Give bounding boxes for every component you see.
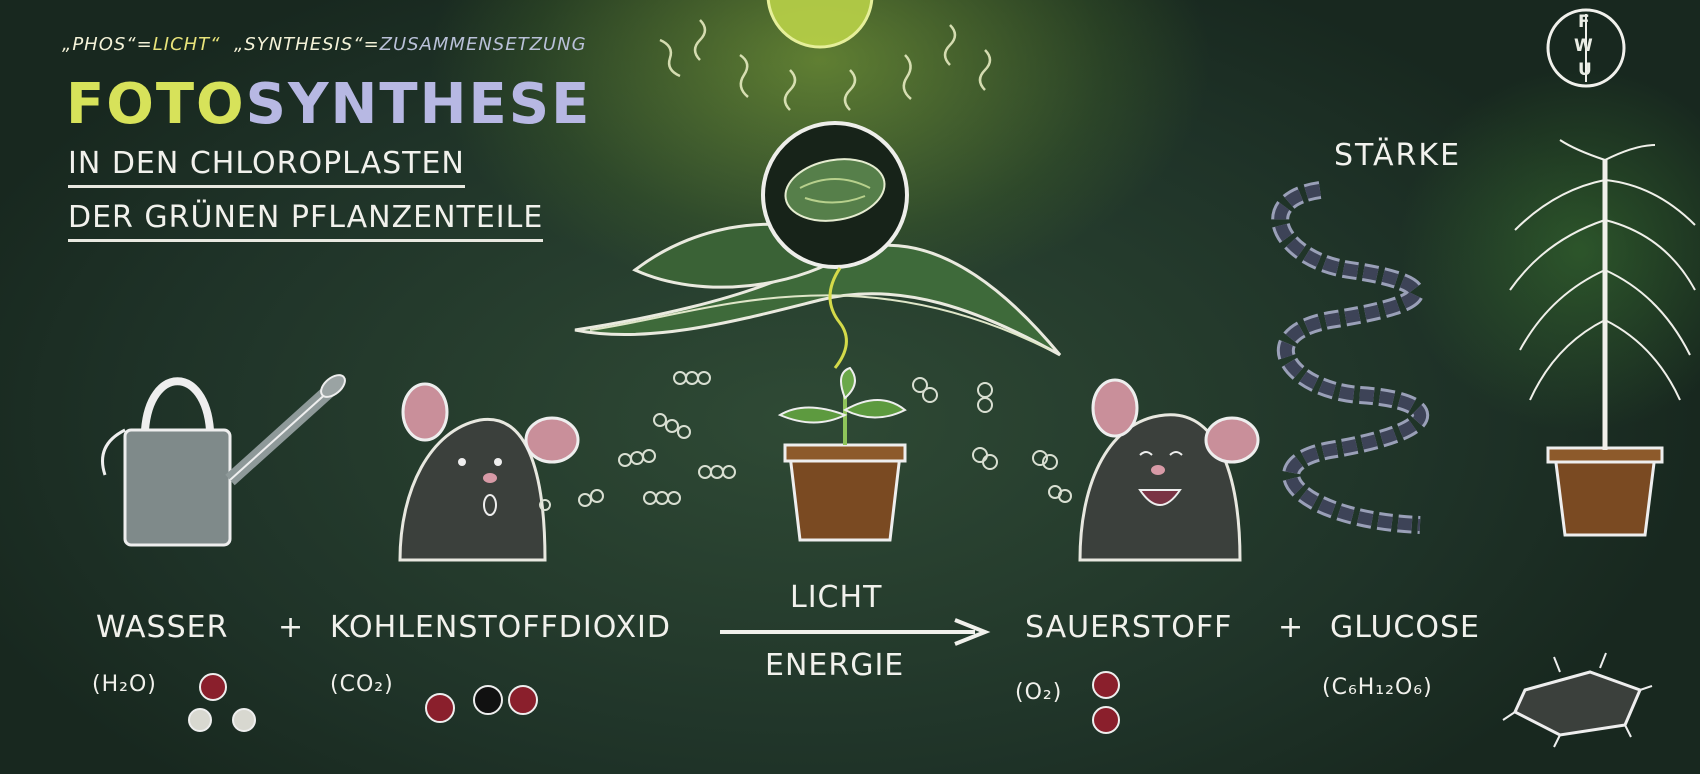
seedling-icon <box>777 366 907 542</box>
etymology-line: „PHOS“=LICHT“ „SYNTHESIS“=ZUSAMMENSETZUN… <box>62 34 587 55</box>
formula-co2: (CO₂) <box>330 672 394 697</box>
molecule-icon <box>188 673 256 732</box>
etym-eq1: = <box>136 34 153 55</box>
subtitle-line1: IN DEN CHLOROPLASTEN <box>68 146 465 188</box>
eq-product1: SAUERSTOFF <box>1025 610 1233 645</box>
co2-particles <box>539 371 1072 511</box>
page-title: FOTOSYNTHESE <box>66 72 591 137</box>
eq-arrow-bottom: ENERGIE <box>765 648 905 683</box>
eq-reactant2: KOHLENSTOFFDIOXID <box>330 610 671 645</box>
starke-label: STÄRKE <box>1334 138 1462 173</box>
reaction-arrow <box>720 618 991 646</box>
logo-letter-w: W <box>1574 36 1593 56</box>
molecule-icon <box>1502 652 1653 748</box>
title-part1: FOTO <box>66 72 246 137</box>
logo-letter-u: U <box>1578 60 1592 80</box>
mouse-icon <box>398 382 580 562</box>
molecule-icon <box>425 685 538 723</box>
sun-icon <box>659 0 992 111</box>
eq-arrow-top: LICHT <box>790 580 883 615</box>
logo-letter-f: F <box>1578 12 1590 32</box>
molecule-icon <box>1092 671 1120 734</box>
etym-licht: LICHT“ <box>152 34 221 55</box>
formula-oxygen: (O₂) <box>1015 680 1063 705</box>
etym-synthesis: „SYNTHESIS“ <box>233 34 364 55</box>
starch-chain-icon <box>1271 181 1429 534</box>
tree-icon <box>1509 139 1696 537</box>
title-part2: SYNTHESE <box>245 72 592 137</box>
formula-glucose: (C₆H₁₂O₆) <box>1322 675 1433 700</box>
eq-product2: GLUCOSE <box>1330 610 1480 645</box>
eq-reactant1: WASSER <box>96 610 229 645</box>
eq-plus2: + <box>1278 610 1305 645</box>
chloroplast-icon <box>761 121 909 369</box>
subtitle-line2: DER GRÜNEN PFLANZENTEILE <box>68 200 544 242</box>
logo-ring <box>1546 8 1626 88</box>
etym-zusammen: ZUSAMMENSETZUNG <box>379 34 587 55</box>
watering-can-icon <box>101 374 346 547</box>
formula-water: (H₂O) <box>92 672 157 697</box>
eq-plus1: + <box>278 610 305 645</box>
etym-eq2: = <box>363 34 380 55</box>
etym-phos: „PHOS“ <box>62 34 137 55</box>
mouse-icon <box>1078 378 1260 562</box>
